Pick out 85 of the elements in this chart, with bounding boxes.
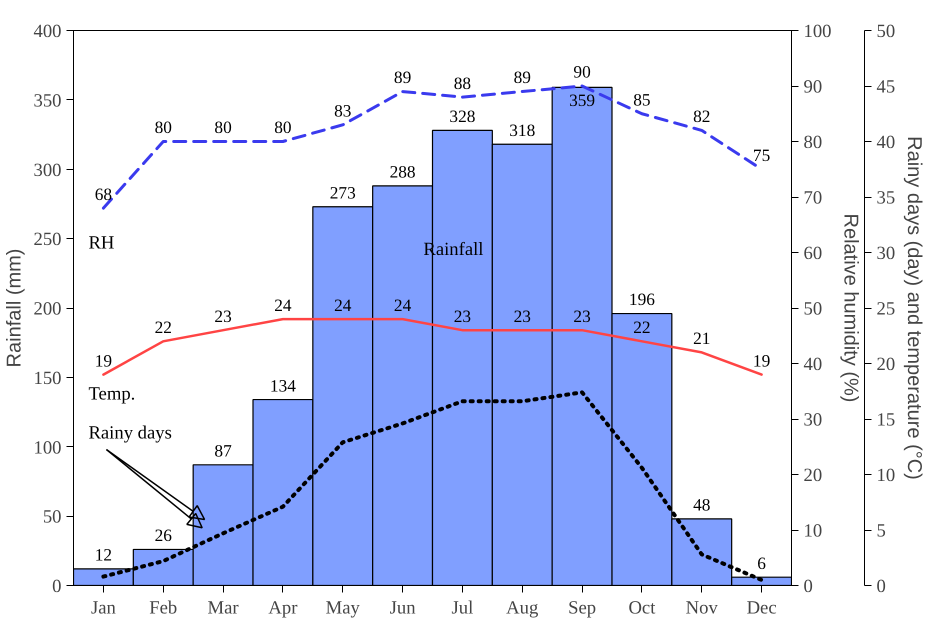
data-label: 24 [394, 296, 412, 315]
y3-tick-label: 15 [876, 410, 896, 430]
data-label: 48 [693, 496, 710, 515]
y2-tick-label: 90 [804, 76, 822, 98]
y3-tick-label: 25 [876, 298, 896, 320]
x-tick-label: Jul [452, 598, 474, 618]
x-tick-label: Nov [686, 598, 718, 618]
y-tick-label: 100 [34, 437, 62, 458]
data-label: 273 [330, 183, 356, 202]
y2-tick-label: 40 [804, 354, 822, 375]
y2-tick-label: 50 [804, 298, 822, 320]
data-label: 87 [214, 441, 232, 460]
data-label: 328 [449, 107, 476, 126]
data-label: 22 [633, 318, 651, 337]
x-tick-label: Apr [268, 598, 298, 618]
data-label: 80 [154, 118, 172, 138]
annotation: RH [88, 232, 114, 254]
y-tick-label: 150 [34, 368, 62, 389]
x-tick-label: Feb [149, 598, 178, 618]
data-label: 196 [628, 290, 656, 310]
y3-tick-label: 20 [876, 354, 896, 375]
data-label: 88 [454, 74, 472, 93]
x-tick-label: Jan [90, 598, 117, 618]
data-label: 89 [394, 68, 412, 88]
y3-tick-label: 10 [876, 465, 896, 486]
x-tick-label: Jun [390, 598, 416, 618]
data-label: 83 [334, 102, 352, 121]
y3-tick-label: 0 [876, 576, 886, 597]
y-tick-label: 50 [42, 506, 62, 528]
y-tick-label: 350 [34, 90, 62, 112]
data-label: 12 [94, 546, 112, 565]
y-tick-label: 200 [34, 298, 62, 320]
data-label: 134 [270, 376, 296, 396]
y3-tick-label: 45 [876, 76, 896, 98]
data-label: 85 [633, 90, 651, 110]
data-label: 359 [569, 91, 596, 110]
y2-tick-label: 20 [804, 465, 822, 486]
y-tick-label: 400 [34, 21, 62, 42]
x-tick-label: Sep [568, 598, 596, 618]
data-label: 82 [693, 107, 710, 126]
y3-tick-label: 5 [876, 520, 886, 542]
y-tick-label: 300 [34, 160, 62, 181]
data-label: 80 [214, 118, 232, 138]
data-label: 89 [514, 68, 531, 88]
data-label: 26 [154, 526, 172, 546]
data-label: 80 [274, 118, 292, 138]
y2-tick-label: 10 [804, 520, 822, 542]
data-label: 23 [214, 306, 232, 326]
data-label: 90 [573, 62, 591, 82]
data-label: 19 [94, 351, 112, 370]
data-label: 68 [94, 184, 112, 204]
data-label: 318 [509, 120, 536, 140]
y-tick-label: 250 [34, 229, 62, 250]
data-label: 21 [693, 329, 710, 348]
annotation: Temp. [88, 384, 136, 405]
x-tick-label: Dec [746, 598, 777, 618]
x-tick-label: May [326, 598, 361, 618]
y3-tick-label: 50 [876, 21, 896, 42]
y2-tick-label: 80 [804, 132, 822, 153]
y2-tick-label: 0 [804, 576, 813, 597]
y2-tick-label: 30 [804, 410, 822, 430]
y-axis-title: Rainfall (mm) [4, 248, 26, 368]
x-tick-label: Aug [506, 598, 538, 618]
data-label: 288 [390, 162, 416, 182]
y3-tick-label: 40 [876, 132, 896, 153]
y3-tick-label: 30 [876, 243, 896, 264]
y2-axis-title: Relative humidity (%) [839, 214, 862, 402]
data-label: 23 [573, 306, 591, 326]
y2-tick-label: 100 [804, 21, 832, 42]
annotation: Rainy days [88, 422, 172, 444]
data-label: 24 [274, 296, 292, 315]
x-tick-label: Oct [628, 598, 656, 618]
data-label: 6 [757, 554, 766, 573]
data-label: 23 [454, 306, 472, 326]
x-tick-label: Mar [208, 598, 240, 618]
y3-axis-title: Rainy days (day) and temperature (°C) [903, 136, 926, 480]
y2-tick-label: 70 [804, 188, 822, 208]
y3-tick-label: 35 [876, 188, 896, 208]
data-label: 24 [334, 296, 352, 315]
y2-tick-label: 60 [804, 243, 822, 264]
data-label: 23 [514, 306, 531, 326]
data-label: 19 [752, 351, 770, 370]
data-label: 75 [752, 146, 770, 165]
data-label: 22 [154, 318, 172, 337]
y-tick-label: 0 [52, 576, 62, 597]
